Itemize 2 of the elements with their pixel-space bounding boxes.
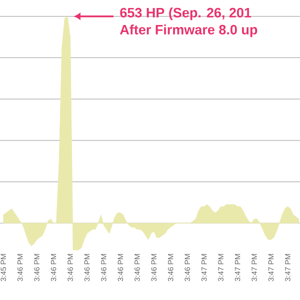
annotation: After Firmware 8.0 up bbox=[120, 24, 258, 38]
annotation: 653 HP (Sep. 26, 201 bbox=[120, 8, 252, 20]
